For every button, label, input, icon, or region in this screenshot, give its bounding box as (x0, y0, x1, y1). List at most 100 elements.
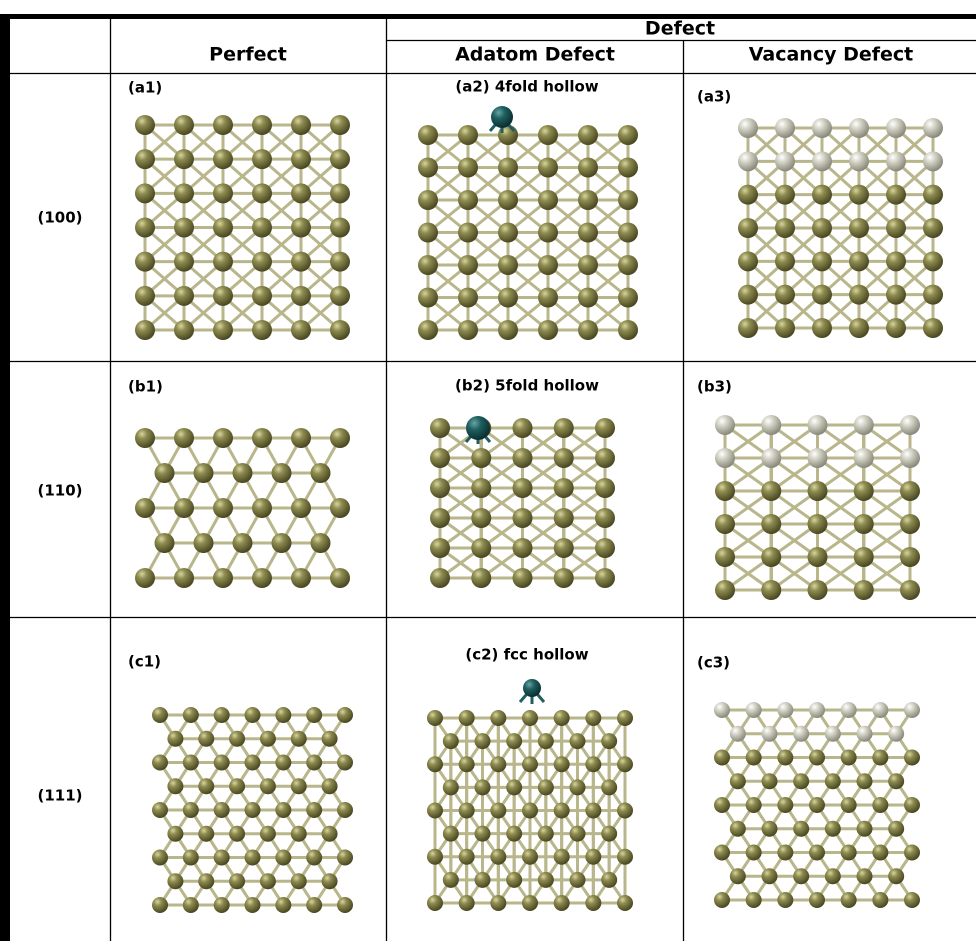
atom (715, 481, 735, 501)
atom (330, 285, 350, 306)
atom (538, 320, 558, 340)
atom (337, 897, 353, 913)
atom (900, 580, 920, 600)
atom (569, 779, 586, 796)
atom (923, 318, 943, 338)
atom (595, 538, 615, 558)
atom (904, 844, 920, 861)
atom (738, 318, 758, 338)
atom (715, 514, 735, 534)
column-header: Vacancy Defect (749, 44, 914, 66)
atom (601, 871, 618, 888)
atom (229, 825, 246, 842)
atom (490, 802, 507, 819)
atom (471, 478, 492, 498)
atom (174, 149, 194, 170)
atom (512, 418, 533, 438)
atom (761, 820, 778, 837)
atom (458, 125, 478, 145)
atom (537, 871, 554, 888)
atom (538, 157, 558, 178)
atom (807, 547, 828, 567)
atom (595, 508, 615, 528)
atom (474, 779, 491, 796)
atom (738, 184, 758, 205)
atom (152, 707, 168, 723)
atom (291, 320, 311, 340)
atom (244, 849, 261, 866)
column-header: Perfect (209, 44, 287, 66)
atom (167, 825, 184, 842)
atom (430, 538, 450, 558)
atom (849, 118, 869, 138)
atom (430, 478, 450, 498)
column-header: Adatom Defect (455, 44, 615, 66)
atom (512, 478, 533, 498)
atom (714, 702, 730, 718)
atom (229, 873, 246, 890)
atom (321, 873, 338, 890)
atom (252, 183, 272, 204)
atom (306, 849, 323, 866)
atom (291, 285, 311, 306)
atom (522, 895, 538, 911)
atom (337, 754, 353, 771)
atom (244, 897, 261, 913)
atom (745, 797, 762, 813)
atom (812, 118, 832, 138)
atom (729, 725, 746, 742)
atom (522, 710, 538, 726)
atom (321, 778, 338, 795)
atom (252, 285, 272, 306)
atom (904, 797, 920, 813)
atom (232, 463, 253, 483)
atom (824, 725, 841, 742)
left-border (0, 14, 10, 941)
atom (213, 498, 233, 518)
atom (291, 149, 311, 170)
atom (900, 514, 920, 534)
atom (213, 149, 233, 170)
atom (135, 498, 155, 518)
atom (745, 844, 762, 861)
atom (458, 710, 475, 726)
atom (474, 871, 491, 888)
atom (135, 568, 155, 588)
atom (442, 825, 459, 842)
atom (306, 897, 323, 913)
atom (244, 707, 261, 723)
atom (886, 251, 906, 272)
atom (553, 756, 570, 773)
atom (585, 756, 602, 773)
atom (244, 802, 261, 818)
atom (812, 184, 832, 205)
atom (512, 568, 533, 588)
atom (427, 802, 443, 819)
atom (745, 749, 762, 766)
atom (824, 773, 841, 790)
atom (553, 478, 574, 498)
atom (923, 184, 943, 205)
atom (430, 418, 450, 438)
atom (578, 125, 598, 145)
atom (601, 779, 618, 796)
atom (213, 217, 233, 238)
atom (618, 320, 638, 340)
atom (853, 415, 874, 435)
atom (291, 251, 311, 272)
atom (167, 778, 184, 795)
atom (601, 825, 618, 842)
atom (418, 320, 438, 340)
atom (872, 844, 889, 861)
atom (512, 508, 533, 528)
atom (617, 802, 633, 819)
atom (458, 802, 475, 819)
panel-label: (a1) (128, 79, 162, 97)
atom (617, 848, 633, 865)
atom (618, 255, 638, 275)
atom (474, 733, 491, 750)
panel-label: (a2) 4fold hollow (455, 78, 598, 96)
atom (849, 184, 869, 205)
atom (490, 710, 507, 726)
atom (330, 251, 350, 272)
